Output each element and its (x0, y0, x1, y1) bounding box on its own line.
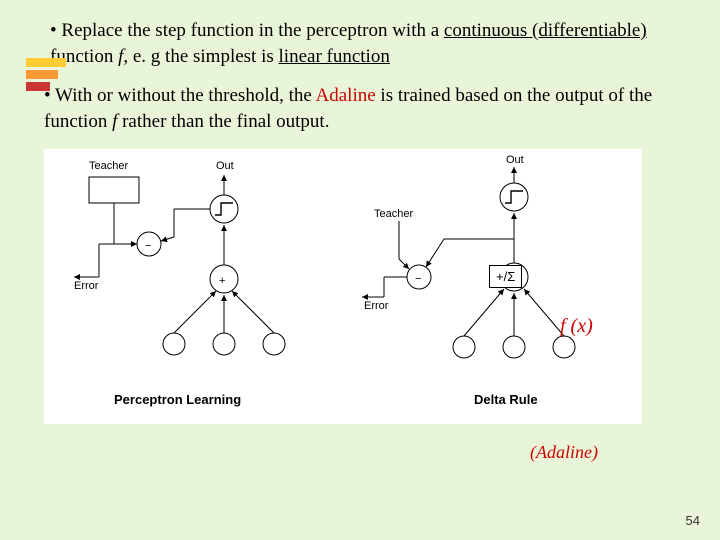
bullet2-pre: • With or without the threshold, the (44, 85, 316, 106)
left-out-label: Out (216, 160, 234, 172)
left-input-2 (213, 333, 235, 355)
bullet1-post: , e. g the simplest is (123, 46, 278, 67)
left-title: Perceptron Learning (114, 392, 241, 407)
bullet-2: • With or without the threshold, the Ada… (44, 83, 692, 134)
plus-glyph: + (219, 275, 225, 287)
plus-sigma-box: +/Σ (489, 265, 522, 288)
right-input-2 (503, 336, 525, 358)
bullet1-linear: linear function (279, 46, 390, 67)
left-step-node (210, 195, 238, 223)
right-minus-glyph: − (415, 273, 421, 285)
right-out-label: Out (506, 154, 524, 166)
left-teacher-label: Teacher (89, 160, 128, 172)
page-number: 54 (686, 513, 700, 528)
bullet2-adaline: Adaline (316, 85, 376, 106)
accent-bar-1 (26, 58, 66, 67)
accent-bar-2 (26, 70, 58, 79)
bullet1-pre: • Replace the step function in the perce… (50, 20, 444, 41)
accent-bar-3 (26, 82, 50, 91)
fx-label: f (x) (560, 315, 593, 338)
right-error-label: Error (364, 300, 389, 312)
left-teacher-box (89, 177, 139, 203)
left-input-3 (263, 333, 285, 355)
right-step-node (500, 183, 528, 211)
bullet-1: • Replace the step function in the perce… (50, 18, 692, 69)
accent-bars (26, 58, 66, 98)
minus-glyph: − (145, 240, 151, 252)
right-input-3 (553, 336, 575, 358)
slide: • Replace the step function in the perce… (0, 0, 720, 540)
diagram-svg: Teacher Out Error Perceptron Learning − (44, 149, 642, 424)
left-error-label: Error (74, 280, 99, 292)
bullet1-continuous: continuous (differentiable) (444, 20, 647, 41)
bullet2-post: rather than the final output. (117, 111, 329, 132)
adaline-caption: (Adaline) (530, 442, 598, 463)
right-teacher-label: Teacher (374, 208, 413, 220)
diagram-panel: Teacher Out Error Perceptron Learning − (44, 149, 642, 424)
right-title: Delta Rule (474, 392, 538, 407)
right-input-1 (453, 336, 475, 358)
left-input-1 (163, 333, 185, 355)
